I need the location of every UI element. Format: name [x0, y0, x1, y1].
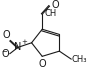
Text: CH₃: CH₃	[72, 55, 87, 64]
Text: +: +	[21, 39, 27, 45]
Text: O: O	[1, 49, 9, 59]
Text: N: N	[14, 42, 22, 52]
Text: CH: CH	[44, 9, 56, 18]
Text: O: O	[51, 0, 59, 10]
Text: O: O	[38, 59, 46, 69]
Text: −: −	[1, 49, 7, 55]
Text: O: O	[2, 30, 10, 40]
